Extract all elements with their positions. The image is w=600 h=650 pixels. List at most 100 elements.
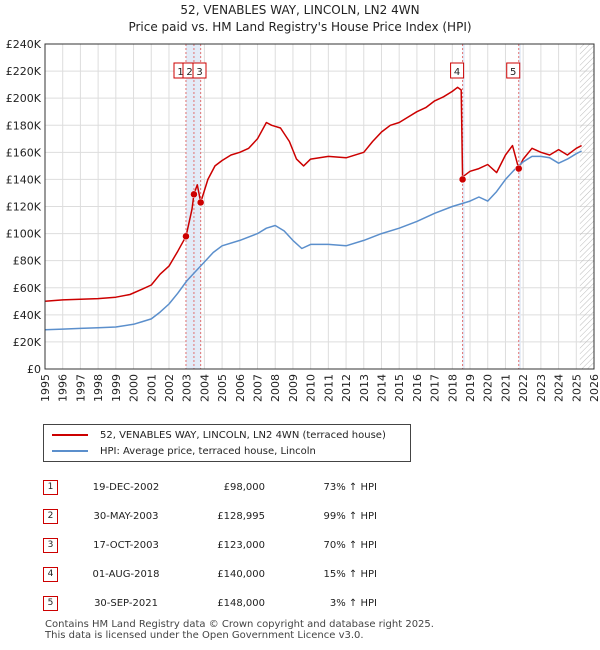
y-tick-label: £80K xyxy=(13,255,42,268)
x-tick-label: 2023 xyxy=(535,374,548,402)
sale-hpi-change: 99% ↑ HPI xyxy=(323,511,377,522)
x-tick-label: 2012 xyxy=(340,374,353,402)
y-tick-label: £200K xyxy=(6,92,42,105)
sale-price: £140,000 xyxy=(217,569,265,580)
y-tick-label: £0 xyxy=(27,363,41,376)
x-tick-label: 2002 xyxy=(163,374,176,402)
sale-label-box xyxy=(450,62,465,79)
sale-price: £123,000 xyxy=(217,540,265,551)
sale-point xyxy=(190,190,198,199)
footer-copyright: Contains HM Land Registry data © Crown c… xyxy=(45,619,434,630)
x-tick-label: 1999 xyxy=(110,374,123,402)
y-tick-label: £180K xyxy=(6,119,42,132)
chart-title: 52, VENABLES WAY, LINCOLN, LN2 4WN xyxy=(180,3,420,17)
table-row: 4 01-AUG-2018 £140,000 15% ↑ HPI xyxy=(43,560,377,589)
sale-number-badge: 4 xyxy=(43,567,58,582)
x-tick-label: 2001 xyxy=(145,374,158,402)
y-tick-label: £240K xyxy=(6,38,42,51)
x-tick-label: 2014 xyxy=(375,374,388,402)
sale-date: 30-SEP-2021 xyxy=(94,598,158,609)
footer-license: This data is licensed under the Open Gov… xyxy=(45,630,364,641)
x-tick-label: 2009 xyxy=(287,374,300,402)
x-tick-label: 2019 xyxy=(464,374,477,402)
sale-label: 5 xyxy=(510,67,516,78)
legend-swatch-property xyxy=(52,434,88,436)
table-row: 3 17-OCT-2003 £123,000 70% ↑ HPI xyxy=(43,531,377,560)
x-tick-label: 2021 xyxy=(499,374,512,402)
sale-period-shade xyxy=(518,44,521,369)
x-tick-label: 2007 xyxy=(252,374,265,402)
sale-price: £128,995 xyxy=(217,511,265,522)
x-tick-label: 2022 xyxy=(517,374,530,402)
sale-point xyxy=(458,175,467,184)
x-tick-label: 2015 xyxy=(393,374,406,402)
chart-legend: 52, VENABLES WAY, LINCOLN, LN2 4WN (terr… xyxy=(43,424,411,462)
sale-price: £98,000 xyxy=(223,482,265,493)
sale-date: 17-OCT-2003 xyxy=(93,540,159,551)
x-tick-label: 2003 xyxy=(181,374,194,402)
sale-label-box xyxy=(506,62,521,79)
y-tick-label: £100K xyxy=(6,228,42,241)
x-tick-label: 2024 xyxy=(553,374,566,402)
sale-label: 3 xyxy=(196,67,202,78)
forecast-hatch xyxy=(579,44,594,369)
x-tick-label: 2013 xyxy=(358,374,371,402)
table-row: 5 30-SEP-2021 £148,000 3% ↑ HPI xyxy=(43,589,377,618)
sale-point xyxy=(182,232,190,241)
x-tick-label: 2025 xyxy=(570,374,583,402)
chart-subtitle: Price paid vs. HM Land Registry's House … xyxy=(128,20,472,34)
table-row: 2 30-MAY-2003 £128,995 99% ↑ HPI xyxy=(43,502,377,531)
sale-hpi-change: 73% ↑ HPI xyxy=(323,482,377,493)
sale-label: 4 xyxy=(454,67,460,78)
x-tick-label: 2026 xyxy=(588,374,600,402)
legend-item-property: 52, VENABLES WAY, LINCOLN, LN2 4WN (terr… xyxy=(52,427,386,443)
x-tick-label: 2016 xyxy=(411,374,424,402)
property-price-line xyxy=(44,86,582,303)
x-tick-label: 2004 xyxy=(198,374,211,402)
sale-date: 30-MAY-2003 xyxy=(93,511,159,522)
x-tick-label: 2017 xyxy=(429,374,442,402)
sale-hpi-change: 70% ↑ HPI xyxy=(323,540,377,551)
sale-price: £148,000 xyxy=(217,598,265,609)
sale-point xyxy=(514,164,523,173)
x-tick-label: 2018 xyxy=(446,374,459,402)
legend-label-hpi: HPI: Average price, terraced house, Linc… xyxy=(100,445,316,457)
x-tick-label: 2005 xyxy=(216,374,229,402)
sale-number-badge: 5 xyxy=(43,596,58,611)
x-tick-label: 1996 xyxy=(57,374,70,402)
plot-border xyxy=(44,43,595,370)
legend-swatch-hpi xyxy=(52,450,88,452)
sale-period-shade xyxy=(185,44,201,369)
sale-label-box xyxy=(192,62,207,79)
x-tick-label: 2008 xyxy=(269,374,282,402)
x-tick-label: 2011 xyxy=(322,374,335,402)
sale-period-shade xyxy=(462,44,465,369)
sale-number-badge: 1 xyxy=(43,480,58,495)
x-tick-label: 2000 xyxy=(128,374,141,402)
legend-item-hpi: HPI: Average price, terraced house, Linc… xyxy=(52,443,316,459)
y-tick-label: £20K xyxy=(13,336,42,349)
x-tick-label: 1998 xyxy=(92,374,105,402)
sale-number-badge: 3 xyxy=(43,538,58,553)
table-row: 1 19-DEC-2002 £98,000 73% ↑ HPI xyxy=(43,473,377,502)
sale-label: 2 xyxy=(186,67,192,78)
sale-hpi-change: 15% ↑ HPI xyxy=(323,569,377,580)
x-tick-label: 2010 xyxy=(305,374,318,402)
y-tick-label: £40K xyxy=(13,309,42,322)
x-tick-label: 1997 xyxy=(74,374,87,402)
x-tick-label: 1995 xyxy=(39,374,52,402)
sales-table: 1 19-DEC-2002 £98,000 73% ↑ HPI 2 30-MAY… xyxy=(43,473,377,618)
sale-point xyxy=(196,198,205,207)
footer: Contains HM Land Registry data © Crown c… xyxy=(45,619,434,641)
sale-number-badge: 2 xyxy=(43,509,58,524)
legend-label-property: 52, VENABLES WAY, LINCOLN, LN2 4WN (terr… xyxy=(100,429,386,441)
sale-date: 01-AUG-2018 xyxy=(92,569,160,580)
y-tick-label: £160K xyxy=(6,146,42,159)
y-tick-label: £220K xyxy=(6,65,42,78)
y-tick-label: £60K xyxy=(13,282,42,295)
y-tick-label: £140K xyxy=(6,173,42,186)
x-tick-label: 2006 xyxy=(234,374,247,402)
y-tick-label: £120K xyxy=(6,201,42,214)
sale-date: 19-DEC-2002 xyxy=(92,482,160,493)
